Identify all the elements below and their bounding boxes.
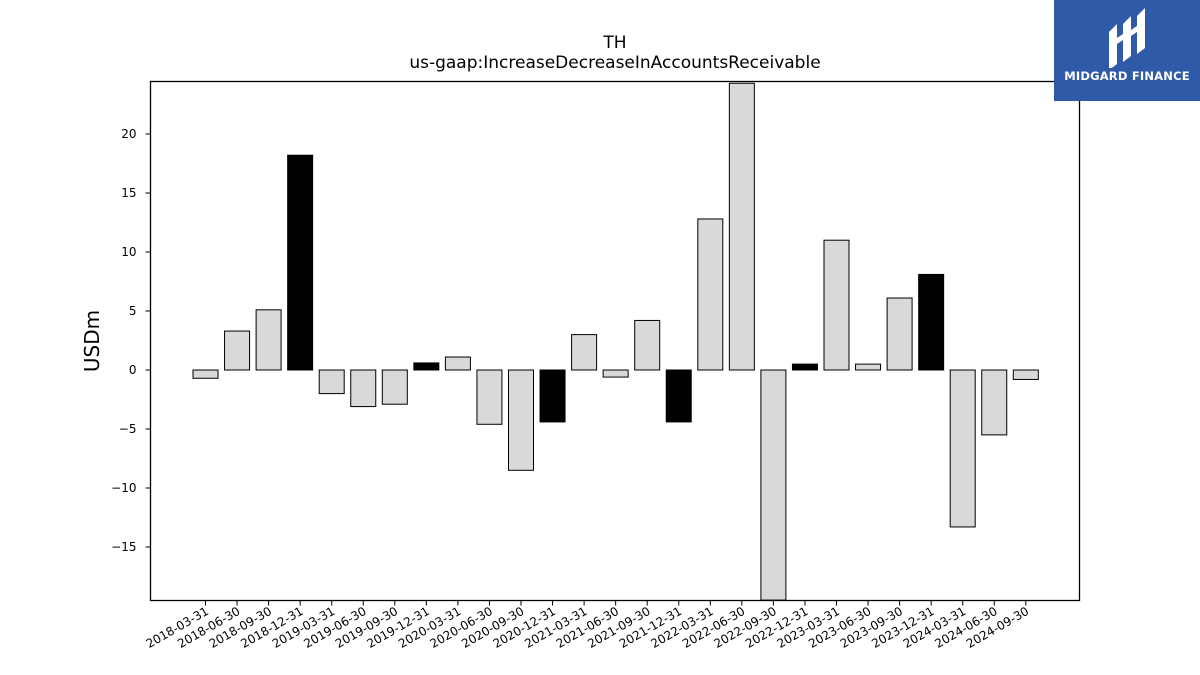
bar-2021-12-31 — [665, 369, 692, 423]
plot-frame — [149, 80, 1081, 602]
y-tick-label: 15 — [121, 186, 136, 200]
bar-2020-09-30 — [508, 369, 534, 471]
bar-2020-03-31 — [444, 356, 471, 371]
bar-2023-03-31 — [823, 239, 850, 371]
bar-2024-09-30 — [1012, 369, 1039, 380]
bar-2024-03-31 — [949, 369, 976, 528]
bars — [192, 82, 1039, 601]
chart-subtitle: us-gaap:IncreaseDecreaseInAccountsReceiv… — [409, 53, 820, 73]
bar-2018-12-31 — [287, 154, 314, 371]
bar-2018-03-31 — [192, 369, 219, 379]
y-axis-label: USDm — [80, 310, 104, 372]
y-tick-label: −10 — [111, 481, 136, 495]
midgard-logo: MIDGARD FINANCE — [1054, 0, 1200, 101]
logo-text: MIDGARD FINANCE — [1064, 69, 1190, 83]
bar-2024-06-30 — [981, 369, 1008, 436]
bar-2022-09-30 — [760, 369, 787, 601]
y-tick-label: 10 — [121, 245, 136, 259]
chart-title: TH — [602, 33, 626, 53]
bar-2023-06-30 — [855, 363, 882, 371]
x-ticks: 2018-03-312018-06-302018-09-302018-12-31… — [144, 600, 1031, 651]
bar-2023-09-30 — [886, 297, 913, 371]
bar-2023-12-31 — [918, 273, 945, 371]
bar-2021-06-30 — [602, 369, 629, 378]
y-tick-label: −15 — [111, 540, 136, 554]
y-tick-label: 5 — [129, 304, 137, 318]
bar-2018-06-30 — [224, 330, 251, 371]
bar-2019-09-30 — [381, 369, 408, 405]
bar-2019-03-31 — [318, 369, 345, 395]
y-tick-label: 0 — [129, 363, 137, 377]
bar-2021-09-30 — [634, 319, 661, 371]
bar-2019-12-31 — [413, 362, 440, 371]
y-tick-label: 20 — [121, 127, 136, 141]
bar-2021-03-31 — [571, 334, 598, 371]
y-ticks: −15 −10 −5 0 5 10 15 20 — [111, 127, 151, 554]
bar-2020-12-31 — [539, 369, 566, 423]
midgard-logo-icon — [1109, 8, 1145, 68]
bar-2022-12-31 — [791, 363, 818, 371]
bar-2022-06-30 — [728, 82, 755, 371]
bar-2022-03-31 — [697, 218, 724, 371]
bar-2020-06-30 — [476, 369, 503, 425]
bar-2019-06-30 — [350, 369, 377, 408]
bar-2018-09-30 — [255, 309, 282, 371]
y-tick-label: −5 — [119, 422, 137, 436]
